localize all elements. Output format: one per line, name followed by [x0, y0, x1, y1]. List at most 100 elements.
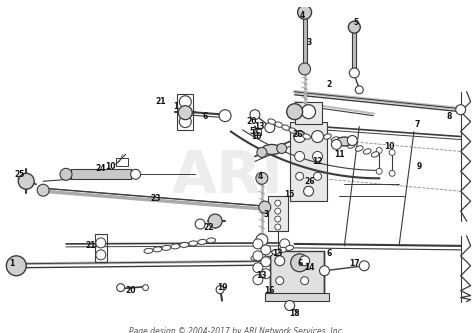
- Text: 6: 6: [297, 259, 302, 268]
- Ellipse shape: [286, 245, 293, 250]
- Circle shape: [18, 173, 34, 189]
- Text: 13: 13: [273, 249, 283, 258]
- Circle shape: [299, 63, 310, 75]
- Circle shape: [291, 254, 309, 272]
- Circle shape: [250, 110, 260, 120]
- Text: 21: 21: [155, 97, 166, 106]
- Circle shape: [456, 105, 465, 115]
- Text: 3: 3: [307, 38, 312, 47]
- Text: 8: 8: [446, 112, 451, 121]
- Text: 16: 16: [264, 286, 275, 295]
- Bar: [116, 159, 128, 166]
- Ellipse shape: [180, 242, 189, 247]
- Ellipse shape: [339, 140, 347, 145]
- Ellipse shape: [347, 143, 355, 148]
- Text: 26: 26: [292, 130, 303, 139]
- Circle shape: [37, 184, 49, 196]
- Text: 19: 19: [217, 283, 228, 292]
- Text: 4: 4: [257, 172, 263, 181]
- Circle shape: [301, 105, 316, 119]
- Text: 11: 11: [334, 150, 345, 159]
- Circle shape: [359, 261, 369, 271]
- Circle shape: [216, 286, 224, 294]
- Text: 6: 6: [327, 249, 332, 258]
- Ellipse shape: [332, 137, 339, 142]
- Circle shape: [276, 277, 284, 285]
- Circle shape: [253, 275, 263, 285]
- Ellipse shape: [258, 253, 266, 258]
- Ellipse shape: [356, 146, 363, 151]
- Circle shape: [277, 144, 287, 154]
- Circle shape: [257, 148, 267, 158]
- Text: 10: 10: [252, 132, 262, 141]
- Circle shape: [275, 216, 281, 222]
- Text: 17: 17: [349, 259, 360, 268]
- Text: 23: 23: [150, 194, 161, 203]
- Circle shape: [261, 245, 271, 255]
- Circle shape: [280, 239, 290, 249]
- Circle shape: [275, 200, 281, 206]
- Text: 12: 12: [312, 157, 323, 166]
- Ellipse shape: [303, 134, 310, 139]
- Text: 26: 26: [304, 177, 315, 186]
- Circle shape: [219, 110, 231, 122]
- Bar: [265, 293, 329, 301]
- Circle shape: [301, 277, 309, 285]
- Ellipse shape: [198, 239, 207, 244]
- Circle shape: [265, 123, 275, 133]
- Circle shape: [256, 172, 268, 184]
- Ellipse shape: [371, 152, 379, 157]
- Text: 1: 1: [9, 259, 14, 268]
- Ellipse shape: [268, 119, 275, 124]
- Circle shape: [253, 239, 263, 249]
- Text: 21: 21: [86, 241, 96, 250]
- Ellipse shape: [272, 249, 280, 254]
- Bar: [177, 94, 193, 130]
- Circle shape: [178, 106, 192, 120]
- Text: 5: 5: [249, 127, 255, 136]
- Bar: [268, 196, 288, 231]
- Circle shape: [376, 168, 382, 174]
- Circle shape: [287, 104, 302, 120]
- Circle shape: [275, 256, 285, 266]
- Circle shape: [348, 21, 360, 33]
- Text: ARI: ARI: [172, 148, 283, 205]
- Text: 2: 2: [327, 80, 332, 89]
- Circle shape: [275, 224, 281, 230]
- Circle shape: [256, 234, 268, 246]
- Circle shape: [347, 136, 357, 146]
- Circle shape: [143, 285, 148, 291]
- Circle shape: [356, 86, 363, 94]
- Text: 20: 20: [246, 117, 257, 126]
- Text: Page design © 2004-2017 by ARI Network Services, Inc.: Page design © 2004-2017 by ARI Network S…: [129, 327, 345, 333]
- Circle shape: [311, 131, 323, 143]
- Bar: [71, 169, 131, 179]
- Text: 10: 10: [384, 142, 394, 151]
- Ellipse shape: [282, 125, 290, 130]
- Ellipse shape: [296, 131, 303, 136]
- Text: 13: 13: [256, 271, 267, 280]
- Circle shape: [285, 301, 295, 310]
- Ellipse shape: [289, 128, 297, 133]
- Circle shape: [253, 251, 263, 261]
- Circle shape: [253, 263, 263, 273]
- Ellipse shape: [364, 149, 371, 154]
- Circle shape: [294, 131, 306, 143]
- Bar: [295, 102, 322, 124]
- Circle shape: [319, 266, 329, 276]
- Text: 4: 4: [300, 11, 305, 20]
- Text: 9: 9: [416, 162, 421, 171]
- Circle shape: [261, 257, 271, 267]
- Ellipse shape: [171, 244, 180, 249]
- Circle shape: [298, 5, 311, 19]
- Circle shape: [179, 116, 191, 128]
- Ellipse shape: [275, 122, 283, 127]
- Text: 24: 24: [96, 164, 106, 173]
- Circle shape: [179, 96, 191, 108]
- Bar: [290, 122, 328, 201]
- Circle shape: [117, 284, 125, 292]
- Ellipse shape: [189, 241, 198, 246]
- Circle shape: [131, 169, 141, 179]
- Text: 3: 3: [263, 209, 268, 218]
- Circle shape: [331, 140, 341, 150]
